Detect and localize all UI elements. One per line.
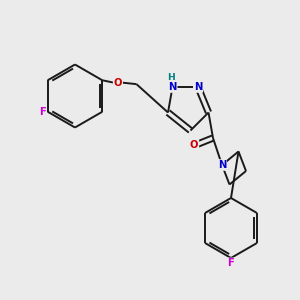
Text: H: H [167,73,175,82]
Text: O: O [190,140,198,150]
Text: F: F [228,258,234,268]
Text: N: N [194,82,202,92]
Text: F: F [39,107,46,117]
Text: O: O [114,78,122,88]
Text: N: N [168,82,177,92]
Text: N: N [218,160,226,170]
